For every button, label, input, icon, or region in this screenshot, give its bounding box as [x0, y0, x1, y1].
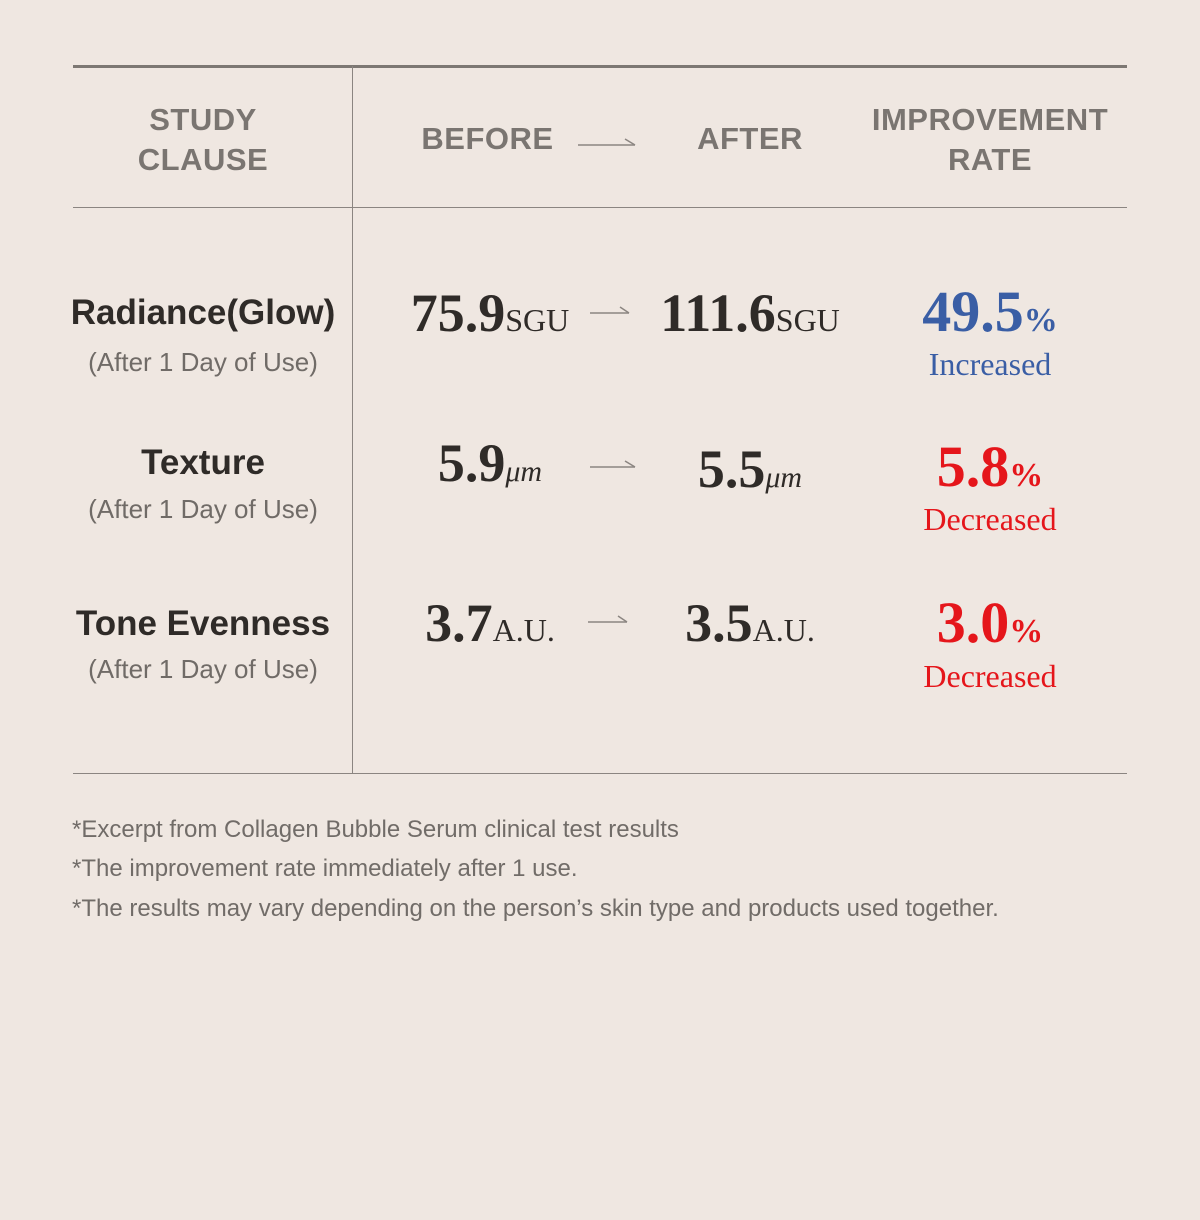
after-number: 5.5 [697, 439, 766, 499]
header-improvement-rate-line1: IMPROVEMENT [871, 102, 1109, 137]
rate-value-tone-evenness: 3.0% [880, 589, 1100, 656]
before-unit: SGU [505, 302, 570, 338]
rate-word-radiance: Increased [928, 346, 1052, 382]
footnote-2: *The improvement rate immediately after … [72, 855, 578, 882]
row-title-tone-evenness: Tone Evenness [75, 604, 331, 643]
rate-word-texture: Decreased [923, 501, 1057, 537]
rate-value-texture: 5.8% [880, 433, 1100, 500]
header-improvement-rate-line2: RATE [947, 142, 1033, 177]
before-unit: μm [505, 455, 543, 488]
after-number: 3.5 [685, 593, 753, 653]
after-number: 111.6 [660, 283, 776, 343]
right-arrow-icon [590, 306, 630, 314]
after-value-tone-evenness: 3.5A.U. [630, 592, 870, 654]
row-subtitle-texture: (After 1 Day of Use) [88, 494, 318, 524]
before-number: 5.9 [437, 433, 506, 493]
right-arrow-icon [590, 460, 636, 468]
header-before: BEFORE [421, 121, 554, 156]
header-study-clause-line1: STUDY [149, 102, 257, 137]
footnote-1: *Excerpt from Collagen Bubble Serum clin… [72, 816, 679, 843]
footnote-3: *The results may vary depending on the p… [72, 895, 999, 922]
table-column-divider [352, 66, 353, 774]
table-top-rule [73, 65, 1127, 68]
before-value-texture: 5.9μm [380, 432, 600, 494]
rate-value-radiance: 49.5% [880, 278, 1100, 345]
rate-percent: % [1009, 457, 1044, 494]
rate-number: 3.0 [936, 590, 1010, 655]
after-unit: SGU [775, 302, 840, 338]
right-arrow-icon [578, 138, 636, 146]
table-header-rule [73, 207, 1127, 208]
row-subtitle-tone-evenness: (After 1 Day of Use) [88, 654, 318, 684]
rate-percent: % [1023, 302, 1058, 339]
before-unit: A.U. [492, 612, 555, 648]
right-arrow-icon [588, 615, 628, 623]
after-unit: μm [765, 461, 803, 494]
before-number: 3.7 [425, 593, 493, 653]
before-value-radiance: 75.9SGU [380, 282, 600, 344]
table-bottom-rule [73, 773, 1127, 774]
before-number: 75.9 [410, 283, 506, 343]
rate-number: 49.5 [922, 279, 1024, 344]
header-study-clause: STUDY CLAUSE [73, 100, 333, 180]
rate-number: 5.8 [936, 434, 1010, 499]
rate-word-tone-evenness: Decreased [923, 658, 1057, 694]
after-unit: A.U. [752, 612, 815, 648]
row-title-radiance: Radiance(Glow) [70, 293, 336, 332]
header-study-clause-line2: CLAUSE [137, 142, 269, 177]
rate-percent: % [1009, 613, 1044, 650]
header-after: AFTER [697, 121, 803, 156]
row-title-texture: Texture [141, 443, 265, 482]
after-value-radiance: 111.6SGU [630, 282, 870, 344]
before-value-tone-evenness: 3.7A.U. [380, 592, 600, 654]
header-improvement-rate: IMPROVEMENT RATE [860, 100, 1120, 180]
row-subtitle-radiance: (After 1 Day of Use) [88, 347, 318, 377]
after-value-texture: 5.5μm [630, 438, 870, 500]
